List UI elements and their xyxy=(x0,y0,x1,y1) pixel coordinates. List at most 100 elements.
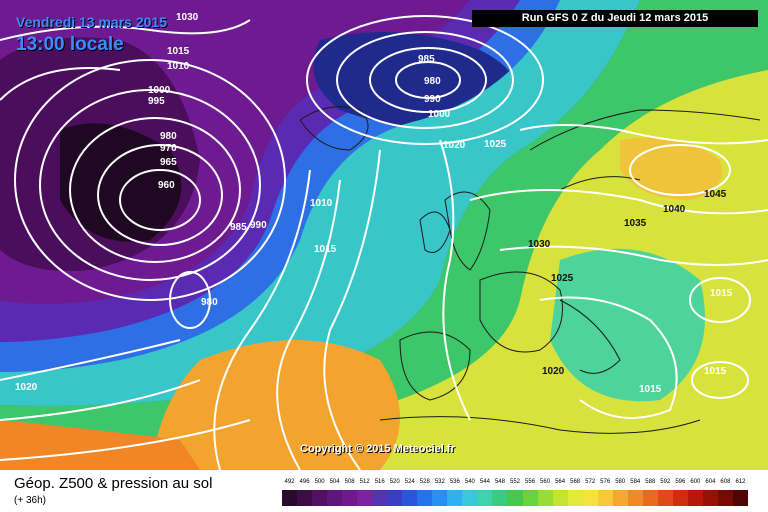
scale-swatch xyxy=(552,490,568,506)
scale-label: 516 xyxy=(374,479,385,485)
isobar-label: 1015 xyxy=(167,46,190,57)
color-scale-bar xyxy=(282,490,748,506)
scale-swatch xyxy=(537,490,553,506)
isobar-label: 1040 xyxy=(663,204,686,215)
scale-swatch xyxy=(627,490,643,506)
isobar-label: 1015 xyxy=(710,288,733,299)
scale-label: 504 xyxy=(329,479,340,485)
scale-swatch xyxy=(582,490,598,506)
isobar-label: 1015 xyxy=(639,384,662,395)
isobar-label: 980 xyxy=(424,76,441,87)
scale-swatch xyxy=(702,490,718,506)
isobar-label: 985 xyxy=(418,54,435,65)
scale-label: 528 xyxy=(419,479,430,485)
scale-swatch xyxy=(327,490,343,506)
isobar-label: 1025 xyxy=(551,273,574,284)
scale-swatch xyxy=(282,490,298,506)
scale-label: 604 xyxy=(705,479,716,485)
isobar-label: 1020 xyxy=(542,366,565,377)
band-orange xyxy=(150,340,400,470)
isobar-label: 1045 xyxy=(704,189,727,200)
scale-swatch xyxy=(657,490,673,506)
scale-swatch xyxy=(717,490,733,506)
isobar-label: 980 xyxy=(201,297,218,308)
isobar-label: 1035 xyxy=(624,218,647,229)
isobar-label: 1030 xyxy=(176,12,199,23)
isobar-label: 1025 xyxy=(484,139,507,150)
scale-label: 548 xyxy=(494,479,505,485)
scale-label: 552 xyxy=(509,479,520,485)
scale-swatch xyxy=(732,490,748,506)
scale-label: 512 xyxy=(359,479,370,485)
legend-forecast-hour: (+ 36h) xyxy=(14,495,46,506)
scale-swatch xyxy=(597,490,613,506)
isobar-label: 980 xyxy=(160,131,177,142)
scale-label: 508 xyxy=(344,479,355,485)
scale-swatch xyxy=(387,490,403,506)
isobars xyxy=(0,15,768,470)
legend-title: Géop. Z500 & pression au sol xyxy=(14,475,213,492)
isobar-label: 965 xyxy=(160,157,177,168)
isobar-label: 1020 xyxy=(443,140,466,151)
scale-label: 564 xyxy=(555,479,566,485)
scale-swatch xyxy=(642,490,658,506)
band-cyan xyxy=(0,0,640,406)
ridge-scandinavia xyxy=(620,137,722,200)
isobar-label: 1030 xyxy=(528,239,551,250)
scale-swatch xyxy=(297,490,313,506)
isobar-label: 1020 xyxy=(15,382,38,393)
scale-swatch xyxy=(567,490,583,506)
scale-swatch xyxy=(612,490,628,506)
isobar-label: 990 xyxy=(424,94,441,105)
isobar-labels: 1030 1015 1010 1000 995 985 980 990 1000… xyxy=(15,12,733,395)
scale-swatch xyxy=(492,490,508,506)
scale-swatch xyxy=(417,490,433,506)
scale-swatch xyxy=(477,490,493,506)
isobar-label: 960 xyxy=(158,180,175,191)
scale-label: 596 xyxy=(675,479,686,485)
scale-label: 532 xyxy=(434,479,445,485)
map-canvas: 1030 1015 1010 1000 995 985 980 990 1000… xyxy=(0,0,768,470)
scale-label: 584 xyxy=(630,479,641,485)
isobar-label: 1015 xyxy=(704,366,727,377)
scale-label: 556 xyxy=(525,479,536,485)
scale-swatch xyxy=(522,490,538,506)
scale-label: 496 xyxy=(299,479,310,485)
isobar-label: 1000 xyxy=(428,109,451,120)
scale-swatch xyxy=(342,490,358,506)
isobar-label: 1000 xyxy=(148,85,171,96)
scale-label: 592 xyxy=(660,479,671,485)
scale-swatch xyxy=(672,490,688,506)
scale-swatch xyxy=(372,490,388,506)
scale-label: 572 xyxy=(585,479,596,485)
isobar-label: 985 xyxy=(230,222,247,233)
scale-label: 540 xyxy=(464,479,475,485)
scale-label: 612 xyxy=(735,479,746,485)
scale-label: 576 xyxy=(600,479,611,485)
scale-label: 608 xyxy=(720,479,731,485)
band-orange-south xyxy=(0,420,200,470)
scale-label: 580 xyxy=(615,479,626,485)
scale-label: 568 xyxy=(570,479,581,485)
isobar-label: 995 xyxy=(148,96,165,107)
scale-swatch xyxy=(312,490,328,506)
color-scale-labels: 492 496 500 504 508 512 516 520 524 528 532 536 540 5… xyxy=(282,479,748,489)
forecast-date: Vendredi 13 mars 2015 xyxy=(16,14,167,30)
scale-swatch xyxy=(357,490,373,506)
scale-swatch xyxy=(462,490,478,506)
scale-swatch xyxy=(432,490,448,506)
forecast-time: 13:00 locale xyxy=(16,34,124,55)
scale-swatch xyxy=(447,490,463,506)
isobar-label: 970 xyxy=(160,143,177,154)
isobar-label: 1015 xyxy=(314,244,337,255)
scale-label: 600 xyxy=(690,479,701,485)
scale-label: 500 xyxy=(314,479,325,485)
scale-label: 520 xyxy=(389,479,400,485)
trough-balkans xyxy=(550,248,705,402)
model-run-info: Run GFS 0 Z du Jeudi 12 mars 2015 xyxy=(472,10,758,27)
scale-swatch xyxy=(402,490,418,506)
weather-map: 1030 1015 1010 1000 995 985 980 990 1000… xyxy=(0,0,768,470)
scale-label: 536 xyxy=(449,479,460,485)
band-green xyxy=(0,0,768,446)
isobar-label: 1010 xyxy=(167,61,190,72)
